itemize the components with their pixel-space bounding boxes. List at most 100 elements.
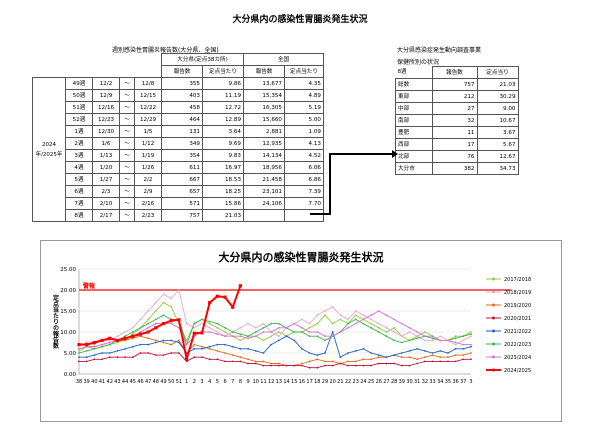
data-point: [308, 335, 311, 338]
legend-label: 2017/2018: [504, 277, 531, 283]
data-point: [108, 341, 111, 344]
data-point: [161, 322, 166, 326]
week-label: 8週: [395, 66, 433, 79]
week-cell: 51週: [65, 101, 93, 114]
tilde: ～: [119, 77, 135, 90]
data-point: [139, 335, 142, 338]
oita-per: 16.97: [202, 161, 244, 174]
week-cell: 50週: [65, 89, 93, 102]
data-point: [331, 364, 334, 367]
data-point: [185, 339, 188, 342]
x-tick-label: 34: [437, 379, 443, 385]
data-point: [385, 362, 388, 365]
data-point: [131, 331, 134, 333]
x-tick-label: 50: [168, 379, 174, 385]
data-point: [454, 347, 457, 350]
data-point: [301, 326, 303, 329]
data-point: [147, 337, 150, 340]
data-point: [162, 339, 165, 342]
data-point: [138, 332, 143, 336]
data-point: [170, 297, 173, 300]
zenkoku-count: [243, 209, 285, 222]
y-tick-label: 20.00: [60, 288, 76, 294]
data-point: [470, 343, 472, 346]
legend-marker: [492, 342, 495, 346]
x-tick-label: 40: [91, 379, 97, 385]
x-tick-label: 36: [452, 379, 458, 385]
data-point: [362, 314, 365, 317]
center-name: 南部: [395, 114, 433, 127]
data-point: [131, 337, 134, 340]
data-point: [331, 360, 334, 363]
center-name: 中部: [395, 102, 433, 115]
end-date: 12/8: [134, 77, 162, 90]
y-axis-label: 定点当たりの報告数: [52, 294, 60, 350]
oita-per: 12.72: [202, 101, 244, 114]
data-point: [285, 364, 288, 367]
data-point: [85, 356, 88, 359]
data-point: [377, 310, 380, 312]
data-point: [192, 331, 196, 335]
data-point: [238, 284, 243, 288]
data-point: [277, 362, 280, 365]
data-point: [270, 364, 273, 367]
data-point: [108, 352, 111, 354]
legend-label: 2023/2024: [504, 355, 531, 361]
data-point: [108, 336, 112, 340]
x-tick-label: 37: [460, 379, 466, 385]
zenkoku-per: [284, 209, 324, 222]
data-point: [324, 314, 326, 317]
data-point: [139, 352, 142, 354]
data-point: [277, 322, 280, 325]
data-point: [270, 322, 273, 325]
data-point: [416, 362, 419, 365]
data-point: [331, 331, 334, 333]
legend-label: 2020/2021: [504, 316, 531, 322]
data-point: [324, 360, 326, 363]
x-tick-label: 49: [160, 379, 166, 385]
x-tick-label: 7: [231, 379, 234, 385]
x-tick-label: 4: [208, 379, 211, 385]
series-line: [79, 352, 471, 369]
x-tick-label: 48: [153, 379, 159, 385]
data-point: [293, 331, 296, 333]
tilde: ～: [119, 101, 135, 114]
left-table-caption: 週別感染性胃腸炎報告数(大分県、全国): [112, 47, 219, 54]
oita-count: 354: [161, 149, 203, 162]
data-point: [408, 331, 411, 333]
data-point: [377, 326, 380, 329]
data-point: [347, 364, 349, 367]
table-row: 52週 12/23 ～ 12/29 464 12.89 15,660 5.00: [33, 113, 324, 126]
oita-count: 403: [161, 89, 203, 102]
data-point: [308, 331, 311, 333]
header-oita-per: 定点当たり: [202, 65, 244, 78]
x-tick-label: 45: [130, 379, 136, 385]
data-point: [170, 322, 173, 325]
tilde: ～: [119, 209, 135, 222]
data-point: [385, 331, 388, 333]
tilde: ～: [119, 137, 135, 150]
data-point: [100, 338, 104, 342]
oita-count: 349: [161, 137, 203, 150]
start-date: 1/13: [92, 149, 120, 162]
data-point: [470, 335, 472, 338]
data-point: [370, 364, 372, 367]
x-tick-label: 3: [469, 379, 472, 385]
zenkoku-count: 2,881: [243, 125, 285, 138]
y-tick-label: 10.00: [60, 330, 76, 336]
center-count: 27: [431, 102, 478, 115]
center-count: 212: [431, 90, 478, 103]
data-point: [78, 350, 80, 352]
data-point: [301, 364, 303, 367]
arrow-head-icon: [392, 150, 398, 158]
zenkoku-count: 15,660: [243, 113, 285, 126]
center-name: 北部: [395, 150, 433, 163]
x-tick-label: 51: [176, 379, 182, 385]
data-point: [247, 347, 249, 350]
data-point: [247, 358, 249, 361]
data-point: [178, 326, 180, 329]
data-point: [185, 322, 188, 325]
data-point: [124, 347, 127, 350]
header-oita: 大分県(定点38カ所): [161, 53, 244, 66]
tilde: ～: [119, 89, 135, 102]
